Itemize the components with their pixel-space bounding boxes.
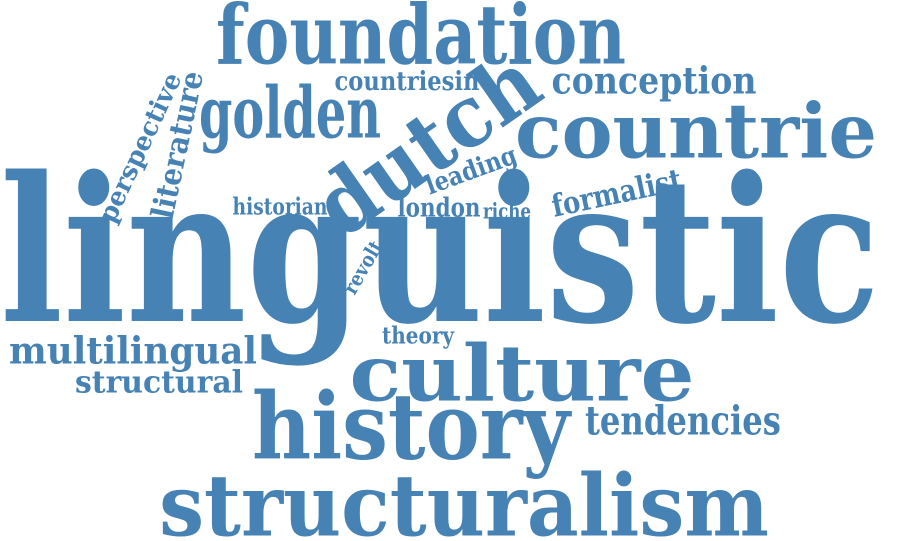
word-historian: historian [232,192,328,221]
word-countrie: countrie [515,87,877,177]
word-theory: theory [382,320,454,350]
word-linguistic: linguistic [0,133,880,370]
word-history: history [252,374,570,482]
word-conception: conception [551,58,757,104]
word-tendencies: tendencies [585,397,781,445]
word-riche: riche [483,197,531,224]
word-golden: golden [199,72,381,156]
word-countriesin: countriesin [334,66,480,97]
word-london: london [397,193,481,224]
word-structural: structural [75,364,243,401]
word-multilingual: multilingual [9,328,257,374]
word-culture: culture [349,326,695,419]
word-structuralism: structuralism [159,456,769,541]
word-foundation: foundation [216,0,626,83]
